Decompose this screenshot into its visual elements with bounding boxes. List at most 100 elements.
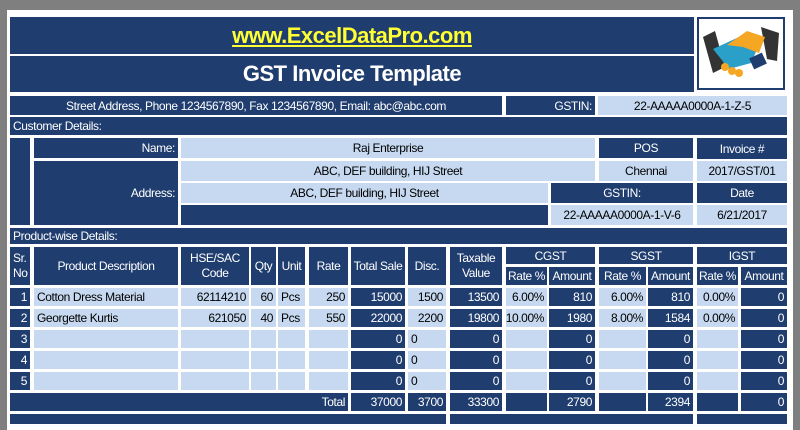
cell-cgst-rate-text: 6.00% <box>511 290 544 304</box>
cell-cgst-amt-text: 0 <box>585 353 593 367</box>
taxable-sum: 33300 <box>450 393 502 411</box>
cell-qty-text: 40 <box>260 311 273 325</box>
cell-cgst-amt: 1980 <box>549 309 595 327</box>
header-rate-pct: Rate % <box>506 267 547 285</box>
header-unit: Unit <box>278 247 305 285</box>
cell-code: 621050 <box>181 309 249 327</box>
customer-section-label-text: Customer Details: <box>13 119 102 133</box>
header-igst: IGST <box>697 247 787 264</box>
header-amount-text: Amount <box>651 269 690 283</box>
header-sr-text: Sr. No <box>13 251 28 280</box>
cell-disc: 1500 <box>408 288 446 306</box>
cell-taxable-text: 0 <box>492 332 500 346</box>
customer-address-1: ABC, DEF building, HIJ Street <box>181 161 595 181</box>
cell-taxable: 0 <box>450 372 502 390</box>
header-cgst-text: CGST <box>534 248 567 263</box>
cell-desc <box>34 330 178 348</box>
cell-taxable-text: 0 <box>492 353 500 367</box>
header-qty-text: Qty <box>254 259 273 273</box>
header-code-text: HSE/SAC Code <box>190 251 240 280</box>
igst-sum-text: 0 <box>777 395 785 409</box>
header-amount-text: Amount <box>552 269 592 283</box>
cell-sr-text: 1 <box>20 290 28 304</box>
cell-disc: 2200 <box>408 309 446 327</box>
cell-sgst-rate <box>599 372 646 390</box>
date-label: Date <box>697 183 787 203</box>
pos-label: POS <box>599 138 693 158</box>
cell-cgst-rate: 6.00% <box>506 288 547 306</box>
cell-cgst-amt-text: 810 <box>573 290 592 304</box>
header-rate-text: Rate <box>316 259 341 273</box>
cell-total-text: 0 <box>395 374 403 388</box>
cell-taxable: 0 <box>450 330 502 348</box>
name-label-text: Name: <box>141 141 176 155</box>
website-link[interactable]: www.ExcelDataPro.com <box>10 17 694 54</box>
cell-cgst-amt-text: 0 <box>585 332 593 346</box>
cell-desc: Georgette Kurtis <box>34 309 178 327</box>
total-sale-sum: 37000 <box>351 393 405 411</box>
cell-taxable: 0 <box>450 351 502 369</box>
cell-rate-text: 250 <box>326 290 345 304</box>
cell-desc-text: Georgette Kurtis <box>37 311 118 325</box>
sgst-rate-blank <box>599 393 646 411</box>
cell-disc-text: 1500 <box>417 290 444 304</box>
cell-cgst-amt: 0 <box>549 372 595 390</box>
company-gstin-text: 22-AAAAA0000A-1-Z-5 <box>633 98 752 113</box>
header-qty: Qty <box>251 247 276 285</box>
company-address: Street Address, Phone 1234567890, Fax 12… <box>10 96 502 115</box>
cell-total: 0 <box>351 372 405 390</box>
cell-unit: Pcs <box>278 288 305 306</box>
cell-code: 62114210 <box>181 288 249 306</box>
cell-qty: 40 <box>251 309 276 327</box>
pos-value: Chennai <box>599 161 693 181</box>
cell-sgst-amt: 0 <box>648 351 693 369</box>
header-unit-text: Unit <box>281 259 302 273</box>
cell-rate <box>309 351 348 369</box>
header-sr: Sr. No <box>10 247 30 285</box>
product-section-label: Product-wise Details: <box>10 228 787 244</box>
cell-taxable: 13500 <box>450 288 502 306</box>
cell-igst-rate <box>697 330 738 348</box>
header-rate-pct-text: Rate % <box>508 269 545 283</box>
cell-taxable-text: 13500 <box>467 290 500 304</box>
cell-sgst-amt-text: 0 <box>683 374 691 388</box>
cgst-sum: 2790 <box>549 393 595 411</box>
cell-qty-text: 60 <box>260 290 273 304</box>
website-link-text: www.ExcelDataPro.com <box>232 22 472 48</box>
header-taxable: Taxable Value <box>450 247 502 285</box>
invoice-label-text: Invoice # <box>719 141 765 156</box>
cell-sr: 3 <box>10 330 30 348</box>
gstin-label-text: GSTIN: <box>554 98 592 113</box>
cell-cgst-rate-text: 10.00% <box>506 311 544 325</box>
cgst-rate-blank <box>506 393 547 411</box>
cell-cgst-rate: 10.00% <box>506 309 547 327</box>
cell-unit: Pcs <box>278 309 305 327</box>
cgst-sum-text: 2790 <box>566 395 593 409</box>
cell-disc-text: 0 <box>411 332 418 346</box>
cell-total-text: 0 <box>395 332 403 346</box>
cell-rate: 250 <box>309 288 348 306</box>
cell-unit <box>278 330 305 348</box>
cell-unit-text: Pcs <box>281 290 300 304</box>
cell-rate <box>309 330 348 348</box>
address-label: Address: <box>34 161 178 225</box>
header-amount: Amount <box>648 267 693 285</box>
company-gstin: 22-AAAAA0000A-1-Z-5 <box>598 96 787 115</box>
cell-taxable: 19800 <box>450 309 502 327</box>
header-rate-pct: Rate % <box>697 267 738 285</box>
customer-gstin-text: 22-AAAAA0000A-1-V-6 <box>563 208 681 222</box>
cell-sgst-rate <box>599 330 646 348</box>
cell-code <box>181 372 249 390</box>
cell-igst-amt: 0 <box>741 330 787 348</box>
cell-taxable-text: 19800 <box>467 311 500 325</box>
cell-total-text: 22000 <box>370 311 403 325</box>
customer-address-2: ABC, DEF building, HIJ Street <box>181 183 548 203</box>
discount-sum: 3700 <box>408 393 446 411</box>
cell-desc-text: Cotton Dress Material <box>37 290 145 304</box>
header-description: Product Description <box>34 247 178 285</box>
invoice-number: 2017/GST/01 <box>697 161 787 181</box>
header-discount: Disc. <box>408 247 446 285</box>
cell-cgst-amt-text: 1980 <box>566 311 593 325</box>
cell-desc <box>34 372 178 390</box>
header-rate: Rate <box>309 247 348 285</box>
